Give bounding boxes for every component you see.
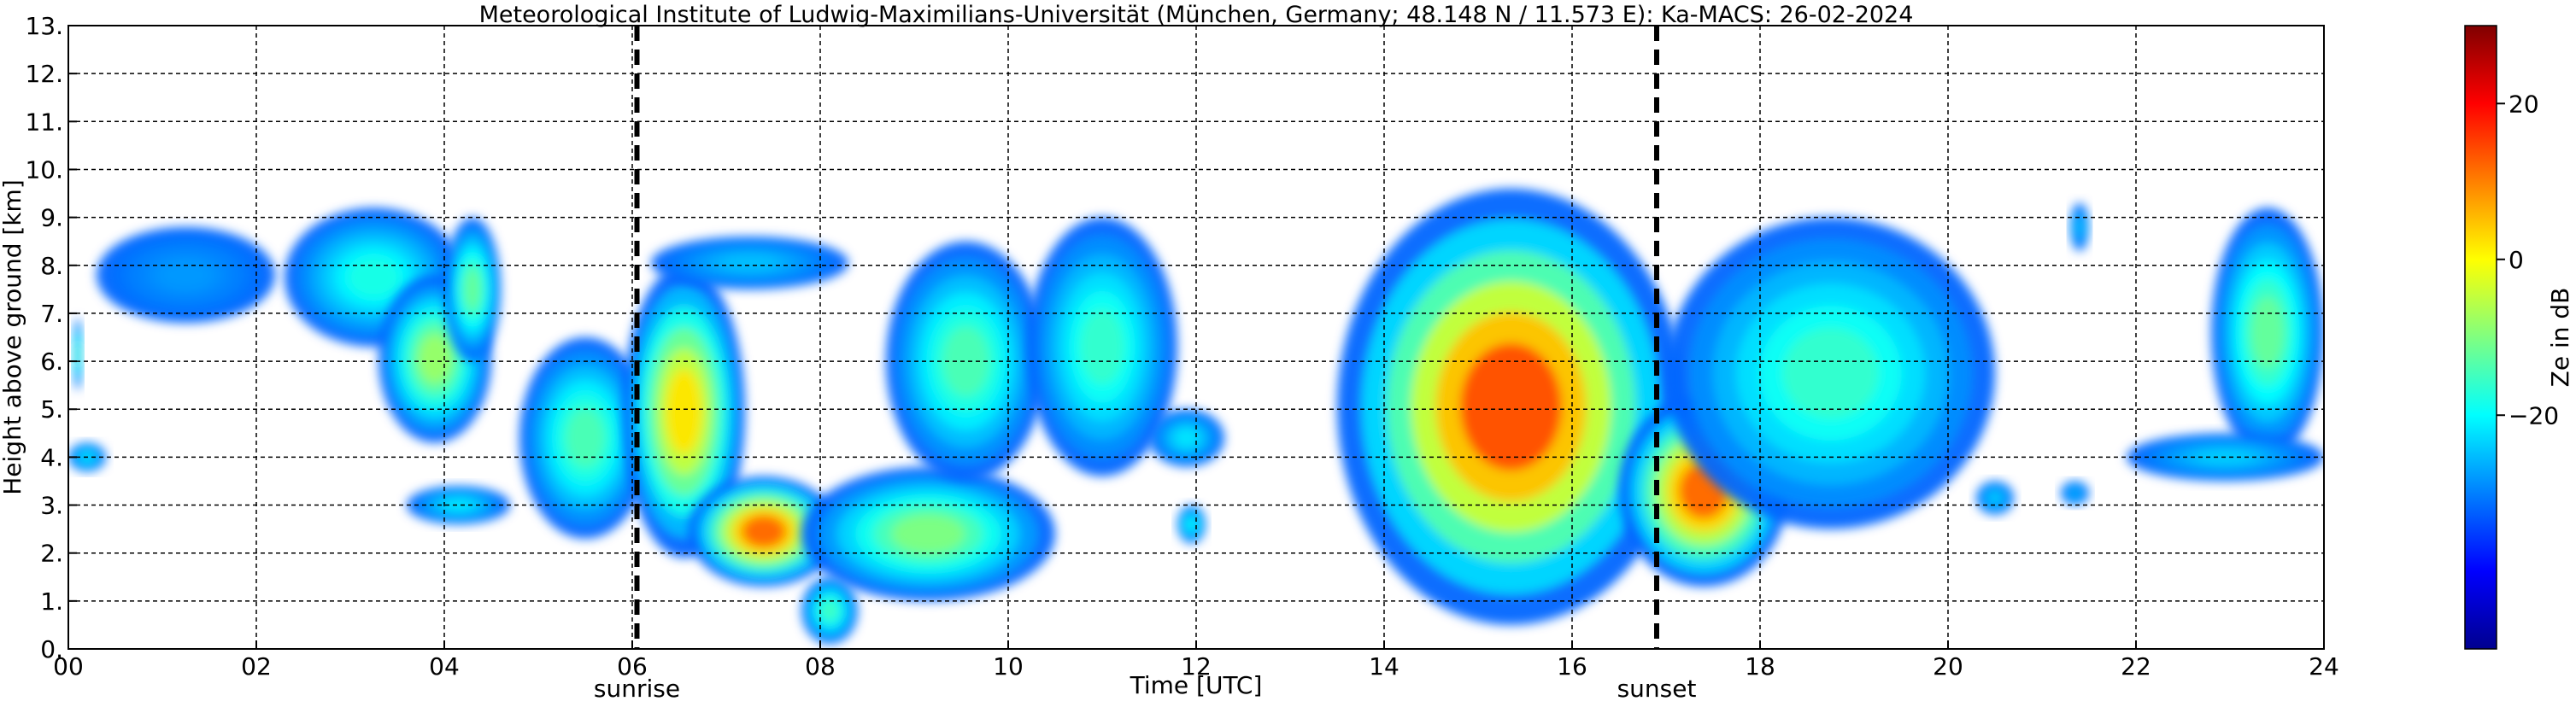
y-tick-label: 13.	[25, 12, 63, 40]
echo-region	[801, 466, 1055, 601]
y-tick-label: 12.	[25, 60, 63, 88]
colorbar-ticks: 20 0 −20	[2464, 25, 2559, 650]
y-tick-label: 3.	[40, 492, 63, 520]
event-label-sunrise: sunrise	[594, 675, 680, 703]
echo-region	[444, 217, 501, 362]
x-tick-label: 12	[1181, 652, 1212, 681]
y-tick-label: 7.	[40, 300, 63, 328]
echo-region	[519, 337, 651, 539]
y-tick-label: 1.	[40, 587, 63, 616]
echo-region	[2070, 202, 2089, 251]
colorbar: 20 0 −20 Ze in dB	[2464, 25, 2574, 650]
echo-region	[73, 318, 83, 390]
x-tick-label: 04	[429, 652, 460, 681]
echo-region	[651, 237, 848, 289]
echo-region	[1666, 217, 1995, 529]
x-tick-label: 02	[241, 652, 272, 681]
echo-region	[97, 226, 275, 324]
y-tick-label: 5.	[40, 395, 63, 424]
colorbar-tick-label: 0	[2509, 246, 2524, 274]
echo-region	[1177, 505, 1206, 544]
x-tick-label: 06	[617, 652, 648, 681]
echo-region	[1976, 481, 2014, 515]
colorbar-scale	[2465, 26, 2497, 649]
chart-title: Meteorological Institute of Ludwig-Maxim…	[479, 2, 1914, 28]
echo-region	[886, 241, 1046, 482]
x-tick-label: 00	[53, 652, 84, 681]
reflectivity-field	[68, 188, 2324, 645]
y-tick-label: 10.	[25, 155, 63, 184]
echo-region	[623, 265, 745, 558]
echo-region	[1149, 409, 1224, 467]
event-label-sunset: sunset	[1617, 675, 1697, 703]
colorbar-frame	[2464, 25, 2497, 650]
event-markers: sunrise sunset	[594, 26, 1697, 703]
x-tick-label: 10	[993, 652, 1024, 681]
y-tick-label: 0.	[40, 635, 63, 663]
x-tick-label: 20	[1933, 652, 1963, 681]
y-tick-label: 2.	[40, 540, 63, 568]
echo-region	[407, 486, 510, 524]
echo-region	[801, 576, 858, 645]
colorbar-label: Ze in dB	[2546, 288, 2574, 388]
y-axis-label: Height above ground [km]	[0, 179, 26, 495]
x-tick-label: 08	[805, 652, 836, 681]
y-tick-label: 11.	[25, 108, 63, 136]
y-tick-label: 6.	[40, 348, 63, 376]
y-tick-label: 8.	[40, 252, 63, 280]
echo-region	[1027, 217, 1177, 476]
echo-region	[689, 476, 839, 587]
y-tick-label: 4.	[40, 443, 63, 471]
x-axis-ticks: 00 02 04 06 08 10 12 14 16 18 20 22 24	[53, 640, 2339, 681]
y-tick-label: 9.	[40, 204, 63, 232]
y-axis-ticks: 0. 1. 2. 3. 4. 5. 6. 7. 8. 9. 10. 11. 12. 13.	[25, 12, 77, 663]
x-tick-label: 22	[2121, 652, 2151, 681]
echo-region	[2211, 207, 2324, 458]
x-tick-label: 16	[1557, 652, 1587, 681]
x-tick-label: 18	[1745, 652, 1775, 681]
x-tick-label: 14	[1369, 652, 1399, 681]
colorbar-tick-label: 20	[2509, 90, 2539, 118]
echo-region	[1337, 188, 1685, 625]
echo-region	[2061, 481, 2089, 505]
colorbar-tick-label: −20	[2509, 401, 2559, 429]
x-tick-label: 24	[2309, 652, 2339, 681]
grid-lines	[68, 26, 2324, 649]
x-axis-label: Time [UTC]	[1130, 671, 1263, 699]
